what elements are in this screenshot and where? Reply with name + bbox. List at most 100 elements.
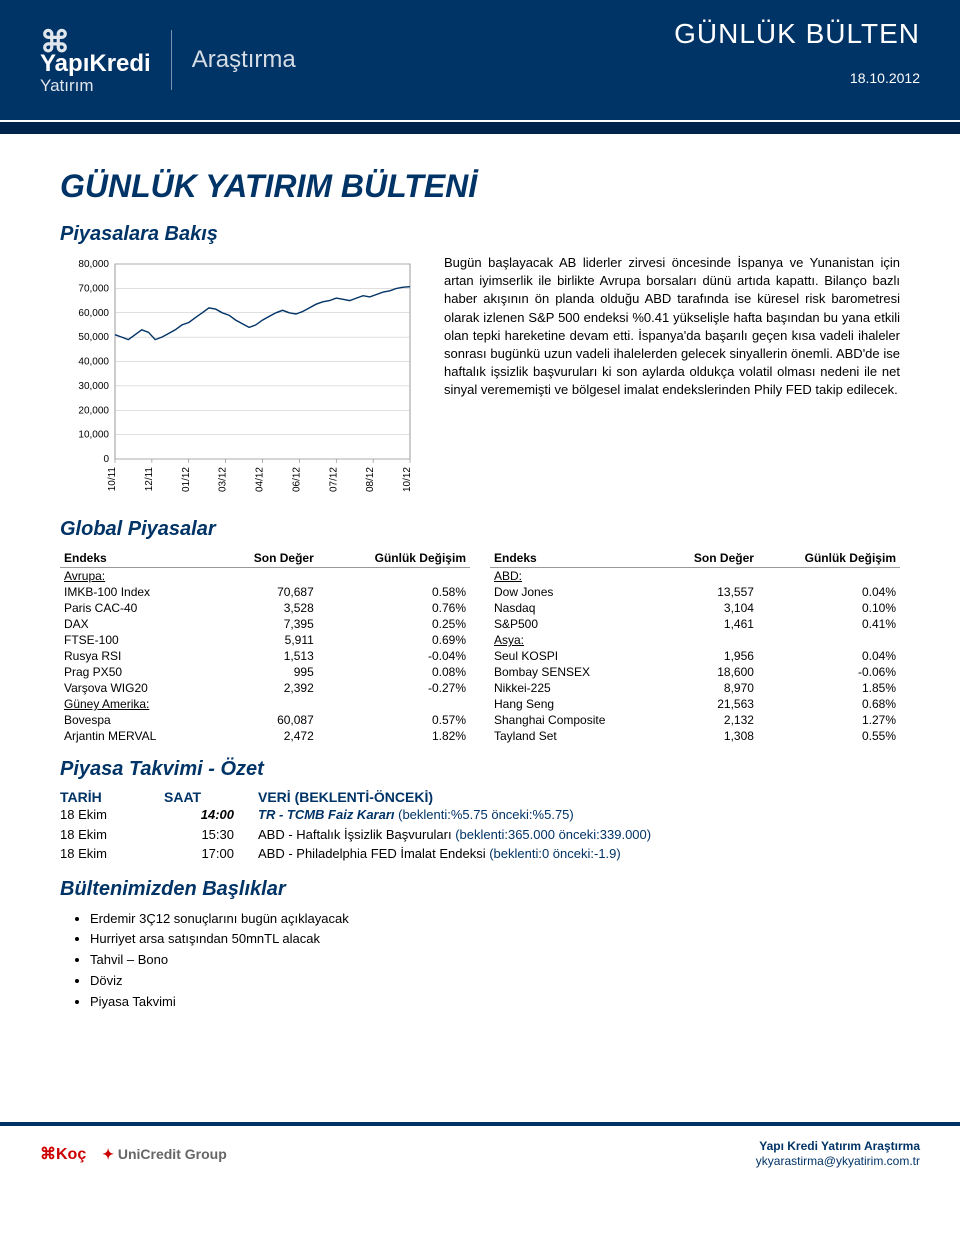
cal-h-time: SAAT [164,789,234,805]
cal-date: 18 Ekim [60,844,140,864]
index-value: 3,104 [661,600,758,616]
index-change: -0.27% [318,680,470,696]
footer-email: ykyarastirma@ykyatirim.com.tr [756,1154,920,1170]
index-value: 60,087 [214,712,318,728]
headline-item: Piyasa Takvimi [90,992,900,1013]
table-row: Bovespa60,0870.57% [60,712,470,728]
logo-sub: Yatırım [40,76,151,96]
index-value: 995 [214,664,318,680]
index-name: Bombay SENSEX [490,664,661,680]
logo-research: Araştırma [192,46,296,74]
th-endeks: Endeks [60,549,214,568]
region-label: Asya: [490,632,900,648]
headline-item: Erdemir 3Ç12 sonuçlarını bugün açıklayac… [90,909,900,930]
section-piyasalara-bakis: Piyasalara Bakış [60,223,900,246]
index-change: 0.04% [758,584,900,600]
index-value: 13,557 [661,584,758,600]
cal-paren: (beklenti:365.000 önceki:339.000) [455,827,651,842]
table-europe-americas: Endeks Son Değer Günlük Değişim Avrupa:I… [60,549,470,744]
logo-brand: YapıKredi [40,50,151,78]
index-value: 3,528 [214,600,318,616]
svg-text:06/12: 06/12 [291,467,302,492]
unicredit-text: UniCredit Group [118,1146,227,1162]
index-chart: 010,00020,00030,00040,00050,00060,00070,… [60,254,420,504]
calendar-row: 18 Ekim14:00TR - TCMB Faiz Kararı (bekle… [60,805,900,825]
index-name: DAX [60,616,214,632]
index-change: 0.10% [758,600,900,616]
index-change: 1.82% [318,728,470,744]
table-row: Nasdaq3,1040.10% [490,600,900,616]
cal-h-date: TARİH [60,789,140,805]
index-change: -0.06% [758,664,900,680]
index-value: 21,563 [661,696,758,712]
svg-text:60,000: 60,000 [78,308,109,319]
index-change: 0.58% [318,584,470,600]
index-value: 70,687 [214,584,318,600]
cal-date: 18 Ekim [60,805,140,825]
table-row: Nikkei-2258,9701.85% [490,680,900,696]
index-value: 5,911 [214,632,318,648]
logo-divider [171,30,172,90]
index-name: Shanghai Composite [490,712,661,728]
headline-item: Hurriyet arsa satışından 50mnTL alacak [90,929,900,950]
svg-text:70,000: 70,000 [78,283,109,294]
table-row: Paris CAC-403,5280.76% [60,600,470,616]
index-name: Nasdaq [490,600,661,616]
cal-time: 17:00 [164,844,234,864]
table-row: Shanghai Composite2,1321.27% [490,712,900,728]
unicredit-logo: ✦ UniCredit Group [102,1146,227,1163]
svg-text:80,000: 80,000 [78,259,109,270]
cal-paren: (beklenti:%5.75 önceki:%5.75) [398,807,574,822]
calendar-row: 18 Ekim17:00ABD - Philadelphia FED İmala… [60,844,900,864]
table-row: S&P5001,4610.41% [490,616,900,632]
index-name: Paris CAC-40 [60,600,214,616]
index-name: FTSE-100 [60,632,214,648]
bulletin-row: 010,00020,00030,00040,00050,00060,00070,… [60,254,900,504]
svg-text:12/11: 12/11 [144,467,155,492]
index-value: 2,392 [214,680,318,696]
index-change: 0.68% [758,696,900,712]
cal-paren: (beklenti:0 önceki:-1.9) [489,846,621,861]
index-name: Arjantin MERVAL [60,728,214,744]
region-label: ABD: [490,568,900,585]
table-row: Varşova WIG202,392-0.27% [60,680,470,696]
footer-org: Yapı Kredi Yatırım Araştırma [756,1139,920,1155]
calendar-row: 18 Ekim15:30ABD - Haftalık İşsizlik Başv… [60,825,900,845]
index-change: 0.76% [318,600,470,616]
chart-svg: 010,00020,00030,00040,00050,00060,00070,… [60,254,420,504]
header-band: ⌘ YapıKredi Yatırım Araştırma GÜNLÜK BÜL… [0,0,960,120]
th-sondeger: Son Değer [661,549,758,568]
table-row: Avrupa: [60,568,470,585]
index-name: Nikkei-225 [490,680,661,696]
svg-text:30,000: 30,000 [78,381,109,392]
table-row: ABD: [490,568,900,585]
table-row: IMKB-100 Index70,6870.58% [60,584,470,600]
index-value: 2,132 [661,712,758,728]
th-sondeger: Son Değer [214,549,318,568]
svg-text:0: 0 [103,454,109,465]
index-value: 8,970 [661,680,758,696]
index-name: Prag PX50 [60,664,214,680]
index-value: 7,395 [214,616,318,632]
table-row: Arjantin MERVAL2,4721.82% [60,728,470,744]
svg-text:03/12: 03/12 [218,467,229,492]
index-change: 0.25% [318,616,470,632]
footer: ⌘Koç ✦ UniCredit Group Yapı Kredi Yatırı… [0,1122,960,1182]
index-change: 0.55% [758,728,900,744]
index-name: Hang Seng [490,696,661,712]
cal-text: TR - TCMB Faiz Kararı [258,807,398,822]
headline-item: Tahvil – Bono [90,950,900,971]
footer-right: Yapı Kredi Yatırım Araştırma ykyarastirm… [756,1139,920,1170]
koc-logo: ⌘Koç [40,1144,86,1164]
cal-text: ABD - Haftalık İşsizlik Başvuruları [258,827,455,842]
index-change: 1.27% [758,712,900,728]
table-row: Rusya RSI1,513-0.04% [60,648,470,664]
cal-date: 18 Ekim [60,825,140,845]
footer-left: ⌘Koç ✦ UniCredit Group [40,1144,227,1164]
index-value: 18,600 [661,664,758,680]
cal-desc: ABD - Haftalık İşsizlik Başvuruları (bek… [258,825,651,845]
index-change: 0.04% [758,648,900,664]
index-name: Dow Jones [490,584,661,600]
calendar: TARİH SAAT VERİ (BEKLENTİ-ÖNCEKİ) 18 Eki… [60,789,900,864]
index-change: 1.85% [758,680,900,696]
